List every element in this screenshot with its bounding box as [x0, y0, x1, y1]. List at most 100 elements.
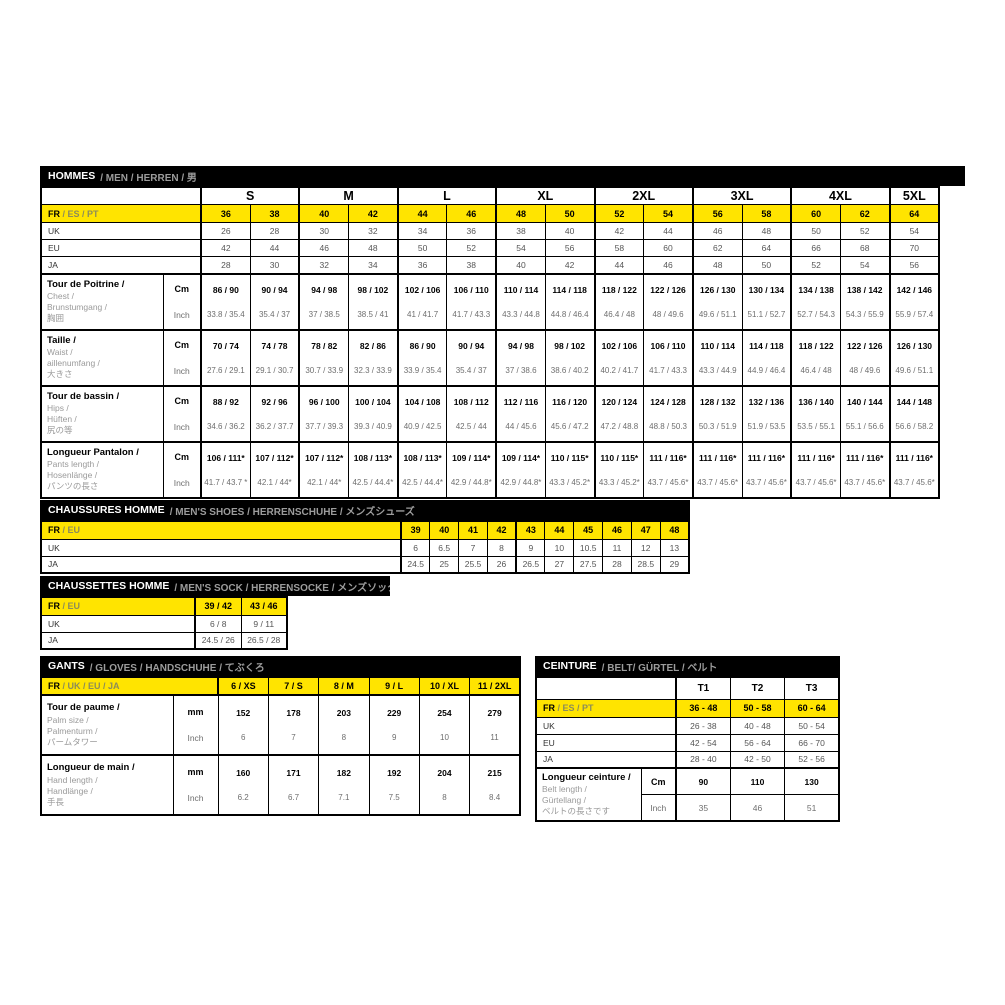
size-group-header: S	[199, 186, 300, 205]
size-cell: 60	[790, 204, 841, 223]
region-value-cell: 29	[659, 555, 690, 574]
region-value-cell: 28	[602, 555, 632, 574]
measure-unit: Cm Inch	[162, 328, 202, 386]
measure-label: Longueur ceinture / Belt length / Gürtella…	[535, 766, 642, 822]
region-row-label: UK	[40, 222, 202, 240]
belt-size-header: T3	[784, 676, 840, 700]
region-value-cell: 68	[839, 239, 891, 257]
belt-size-header: T1	[674, 676, 731, 700]
region-value-cell: 54	[495, 239, 546, 257]
region-value-cell: 70	[888, 239, 940, 257]
region-value-cell: 52	[446, 239, 497, 257]
region-value-cell: 34	[396, 222, 448, 240]
size-system-label: FR / UK / EU / JA	[40, 676, 219, 696]
corner-cell	[535, 676, 677, 700]
size-cell: 50 - 58	[729, 698, 786, 718]
region-value-cell: 48	[741, 222, 792, 240]
measure-value-cell: 106 / 111* 41.7 / 43.7 *	[199, 440, 251, 498]
region-value-cell: 50	[396, 239, 448, 257]
title-main: HOMMES	[48, 170, 96, 182]
measure-value-cell: 90	[674, 767, 731, 796]
region-value-cell: 46	[643, 256, 694, 274]
title-main: CEINTURE	[543, 660, 597, 672]
region-value-cell: 27	[544, 555, 575, 574]
region-row-label: JA	[40, 555, 402, 574]
region-value-cell: 32	[348, 222, 399, 240]
region-value-cell: 9	[515, 538, 546, 557]
mens-apparel-grid: S M L XL 2XL 3XL 4XL 5XL FR / ES / PT 36 38 40 42 44 4…	[40, 186, 940, 499]
measure-value-cell: 122 / 126 48 / 49.6	[839, 328, 891, 386]
mens-shoes-title-bar: CHAUSSURES HOMME / MEN'S SHOES / HERRENS…	[40, 500, 690, 520]
size-cell: 48	[495, 204, 546, 223]
size-group-header: L	[396, 186, 497, 205]
region-value-cell: 30	[298, 222, 350, 240]
measure-value-cell: 104 / 108 40.9 / 42.5	[396, 384, 448, 442]
region-value-cell: 46	[691, 222, 743, 240]
size-cell: 42	[486, 520, 517, 540]
measure-label: Taille / Waist / aillenumfang / 大きさ	[40, 328, 164, 386]
size-cell: 44	[544, 520, 575, 540]
measure-unit: Cm Inch	[162, 440, 202, 498]
measure-label: Tour de Poitrine / Chest / Brunstumgang / 胸…	[40, 272, 164, 330]
size-cell: 8 / M	[318, 676, 370, 696]
measure-value-cell: 35	[674, 794, 731, 822]
size-cell: 40	[298, 204, 350, 223]
belt-grid: T1 T2 T3 FR / ES / PT 36 - 48 50 - 58 60 - 64 U…	[535, 676, 840, 823]
measure-value-cell: 107 / 112* 42.1 / 44*	[298, 440, 350, 498]
measure-value-cell: 98 / 102 38.6 / 40.2	[544, 328, 596, 386]
measure-value-cell: 70 / 74 27.6 / 29.1	[199, 328, 251, 386]
region-value-cell: 44	[643, 222, 694, 240]
region-value-cell: 52	[839, 222, 891, 240]
measure-value-cell: 130	[784, 767, 840, 796]
measure-value-cell: 102 / 106 40.2 / 41.7	[593, 328, 645, 386]
region-row-label: EU	[535, 733, 677, 752]
measure-value-cell: 111 / 116* 43.7 / 45.6*	[691, 440, 743, 498]
measure-value-cell: 130 / 134 51.1 / 52.7	[741, 272, 792, 330]
title-main: GANTS	[48, 660, 85, 672]
region-row-label: JA	[535, 750, 677, 769]
region-value-cell: 48	[691, 256, 743, 274]
measure-value-cell: 110	[729, 767, 786, 796]
measure-value-cell: 82 / 86 32.3 / 33.9	[348, 328, 399, 386]
region-value-cell: 56	[544, 239, 596, 257]
measure-value-cell: 128 / 132 50.3 / 51.9	[691, 384, 743, 442]
belt-title-bar: CEINTURE / BELT/ GÜRTEL / ベルト	[535, 656, 840, 676]
region-row-label: JA	[40, 631, 196, 650]
mens-apparel-table: HOMMES / MEN / HERREN / 男 S M L XL 2XL 3XL 4XL…	[40, 166, 965, 499]
size-group-header: 5XL	[888, 186, 940, 205]
measure-value-cell: 111 / 116* 43.7 / 45.6*	[790, 440, 841, 498]
measure-value-cell: 134 / 138 52.7 / 54.3	[790, 272, 841, 330]
size-cell: 43	[515, 520, 546, 540]
measure-unit: Cm	[640, 767, 677, 796]
region-value-cell: 10.5	[573, 538, 604, 557]
region-value-cell: 30	[249, 256, 300, 274]
size-cell: 52	[593, 204, 645, 223]
size-cell: 42	[348, 204, 399, 223]
size-system-label: FR / EU	[40, 596, 196, 616]
region-value-cell: 34	[348, 256, 399, 274]
region-value-cell: 40	[544, 222, 596, 240]
measure-value-cell: 98 / 102 38.5 / 41	[348, 272, 399, 330]
measure-value-cell: 178 7	[267, 694, 320, 756]
region-value-cell: 6 / 8	[194, 614, 242, 633]
measure-value-cell: 90 / 94 35.4 / 37	[446, 328, 497, 386]
region-value-cell: 25.5	[458, 555, 488, 574]
measure-value-cell: 111 / 116* 43.7 / 45.6*	[888, 440, 940, 498]
region-value-cell: 26	[199, 222, 251, 240]
size-group-header: M	[298, 186, 399, 205]
title-secondary: / BELT/ GÜRTEL / ベルト	[601, 662, 718, 674]
size-cell: 10 / XL	[418, 676, 471, 696]
measure-value-cell: 152 6	[217, 694, 269, 756]
measure-value-cell: 92 / 96 36.2 / 37.7	[249, 384, 300, 442]
measure-value-cell: 126 / 130 49.6 / 51.1	[691, 272, 743, 330]
size-system-label: FR / EU	[40, 520, 402, 540]
measure-unit: Cm Inch	[162, 384, 202, 442]
region-value-cell: 6	[400, 538, 431, 557]
size-cell: 40	[429, 520, 460, 540]
region-value-cell: 56	[888, 256, 940, 274]
region-value-cell: 26	[486, 555, 517, 574]
region-row-label: UK	[535, 716, 677, 735]
measure-value-cell: 124 / 128 48.8 / 50.3	[643, 384, 694, 442]
size-cell: 36	[199, 204, 251, 223]
region-value-cell: 11	[602, 538, 632, 557]
